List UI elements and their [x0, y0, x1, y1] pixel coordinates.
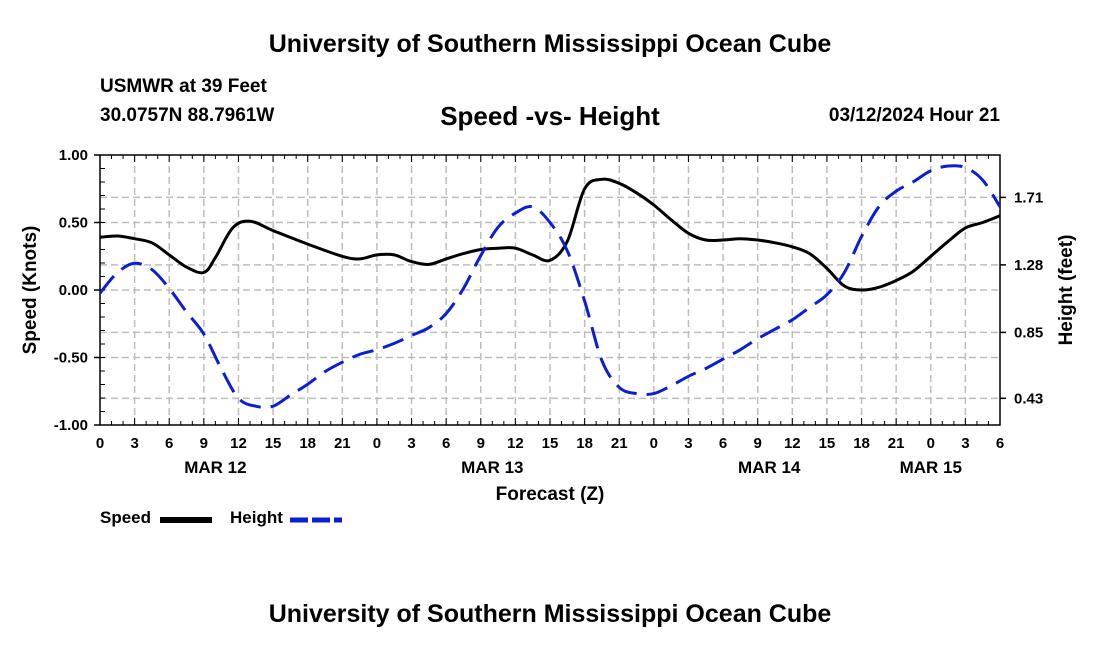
chart-subtitle: Speed -vs- Height: [440, 101, 660, 131]
y-left-tick-label: -0.50: [54, 350, 88, 367]
footer-title: University of Southern Mississippi Ocean…: [268, 600, 832, 628]
x-tick-label: 18: [299, 435, 316, 452]
x-tick-label: 3: [407, 435, 415, 452]
x-tick-label: 12: [784, 435, 801, 452]
y-right-tick-label: 1.28: [1014, 257, 1043, 274]
x-tick-label: 21: [611, 435, 628, 452]
y-left-tick-label: -1.00: [54, 417, 88, 434]
x-day-label: MAR 13: [461, 458, 523, 477]
y-right-tick-label: 0.85: [1014, 324, 1043, 341]
legend-speed-swatch: [160, 517, 212, 523]
x-tick-label: 3: [684, 435, 692, 452]
x-tick-label: 0: [650, 435, 658, 452]
legend-speed: Speed: [100, 508, 151, 528]
x-tick-label: 21: [888, 435, 905, 452]
x-tick-label: 15: [542, 435, 559, 452]
page-title: University of Southern Mississippi Ocean…: [268, 30, 832, 58]
y-left-tick-label: 1.00: [59, 147, 88, 164]
x-tick-label: 9: [477, 435, 485, 452]
x-tick-label: 6: [442, 435, 450, 452]
x-tick-label: 9: [200, 435, 208, 452]
x-tick-label: 12: [507, 435, 524, 452]
x-tick-label: 18: [853, 435, 870, 452]
x-tick-label: 6: [719, 435, 727, 452]
y-left-axis-title: Speed (Knots): [20, 226, 41, 355]
x-tick-label: 0: [96, 435, 104, 452]
speed-series-line: [100, 177, 1000, 292]
x-day-label: MAR 15: [900, 458, 962, 477]
y-left-tick-label: 0.50: [59, 215, 88, 232]
height-series-line: [100, 164, 1000, 409]
legend-height-swatch: [290, 517, 342, 523]
station-coordinates: 30.0757N 88.7961W: [100, 105, 275, 126]
legend-height-label: Height: [230, 508, 283, 527]
x-day-label: MAR 12: [184, 458, 246, 477]
y-right-axis-title: Height (feet): [1056, 235, 1077, 346]
x-tick-label: 6: [996, 435, 1004, 452]
x-tick-label: 9: [754, 435, 762, 452]
x-axis-title: Forecast (Z): [496, 484, 605, 505]
legend-height: Height: [230, 508, 283, 528]
y-left-tick-label: 0.00: [59, 282, 88, 299]
station-label: USMWR at 39 Feet: [100, 76, 267, 97]
x-day-label: MAR 14: [738, 458, 801, 477]
y-right-tick-label: 1.71: [1014, 189, 1043, 206]
legend-speed-label: Speed: [100, 508, 152, 527]
x-tick-label: 0: [373, 435, 381, 452]
y-right-tick-label: 0.43: [1014, 390, 1043, 407]
x-tick-label: 18: [576, 435, 593, 452]
x-tick-label: 21: [334, 435, 351, 452]
forecast-datetime: 03/12/2024 Hour 21: [828, 105, 1000, 126]
x-tick-label: 3: [130, 435, 138, 452]
x-tick-label: 15: [819, 435, 836, 452]
x-tick-label: 15: [265, 435, 282, 452]
x-tick-label: 3: [961, 435, 969, 452]
x-tick-label: 12: [230, 435, 247, 452]
x-tick-label: 0: [927, 435, 935, 452]
x-tick-label: 6: [165, 435, 173, 452]
